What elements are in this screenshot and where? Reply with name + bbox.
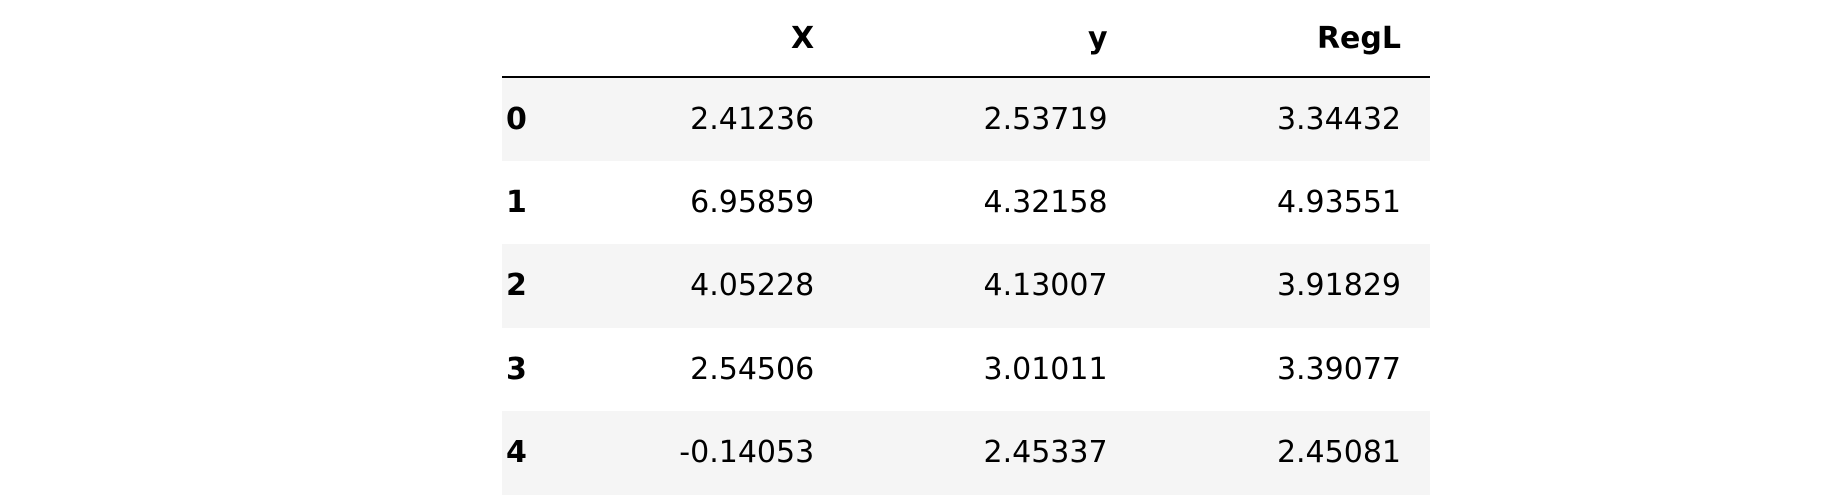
table-row: 2 4.05228 4.13007 3.91829: [502, 244, 1430, 328]
cell-y: 2.45337: [983, 435, 1108, 471]
row-index: 2: [506, 268, 527, 304]
cell-y: 4.13007: [983, 268, 1108, 304]
cell-y: 2.53719: [983, 101, 1108, 137]
cell-regl: 2.45081: [1276, 435, 1401, 471]
table-header: X y RegL: [502, 0, 1430, 77]
table-row: 3 2.54506 3.01011 3.39077: [502, 328, 1430, 412]
cell-regl: 3.91829: [1276, 268, 1401, 304]
cell-y: 4.32158: [983, 184, 1108, 220]
dataframe-table-container: X y RegL 0 2.41236 2.53719 3.34432 1 6.9…: [502, 0, 1430, 495]
row-index: 1: [506, 184, 527, 220]
row-index: 4: [506, 435, 527, 471]
cell-x: 6.95859: [690, 184, 815, 220]
table-body: 0 2.41236 2.53719 3.34432 1 6.95859 4.32…: [502, 77, 1430, 495]
cell-x: -0.14053: [679, 435, 815, 471]
cell-y: 3.01011: [983, 351, 1108, 387]
cell-x: 2.41236: [690, 101, 815, 137]
cell-x: 2.54506: [690, 351, 815, 387]
dataframe-table: X y RegL 0 2.41236 2.53719 3.34432 1 6.9…: [502, 0, 1430, 495]
table-row: 4 -0.14053 2.45337 2.45081: [502, 411, 1430, 495]
column-header-x: X: [791, 20, 815, 56]
cell-regl: 4.93551: [1276, 184, 1401, 220]
table-row: 1 6.95859 4.32158 4.93551: [502, 161, 1430, 245]
table-row: 0 2.41236 2.53719 3.34432: [502, 77, 1430, 161]
header-row: X y RegL: [502, 0, 1430, 77]
row-index: 0: [506, 101, 527, 137]
index-header: [502, 0, 548, 77]
column-header-y: y: [1088, 20, 1108, 56]
row-index: 3: [506, 351, 527, 387]
cell-x: 4.05228: [690, 268, 815, 304]
cell-regl: 3.34432: [1276, 101, 1401, 137]
cell-regl: 3.39077: [1276, 351, 1401, 387]
column-header-regl: RegL: [1316, 20, 1401, 56]
